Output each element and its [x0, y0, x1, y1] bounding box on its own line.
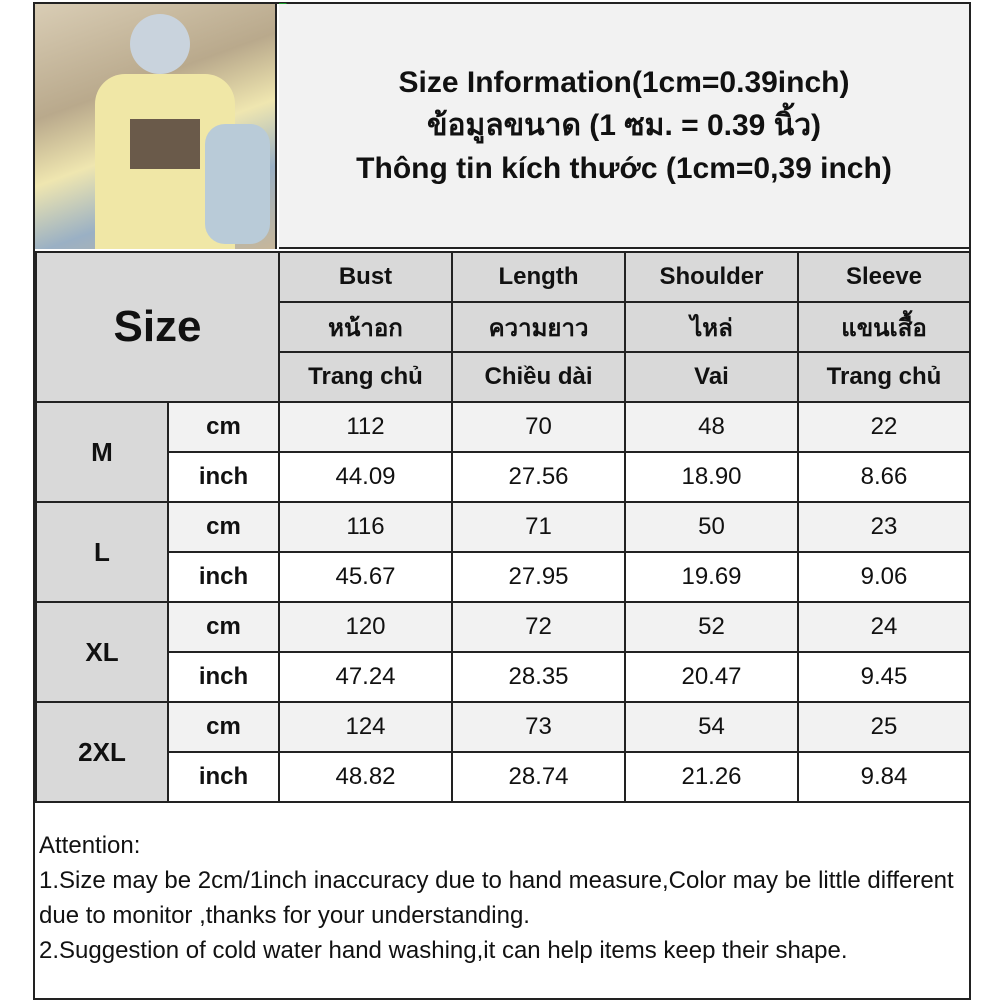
table-row-inch: inch 47.24 28.35 20.47 9.45: [36, 651, 971, 703]
note-2: 2.Suggestion of cold water hand washing,…: [39, 937, 848, 964]
measurement-cell: 22: [797, 401, 971, 453]
unit-label: inch: [167, 451, 280, 503]
unit-label: cm: [167, 501, 280, 553]
attention-notes: Attention: 1.Size may be 2cm/1inch inacc…: [35, 826, 969, 998]
measurement-cell: 19.69: [624, 551, 799, 603]
size-label: XL: [35, 601, 169, 703]
measurement-cell: 54: [624, 701, 799, 753]
size-label: 2XL: [35, 701, 169, 803]
measurement-cell: 112: [278, 401, 453, 453]
col-header-en: Bust: [278, 251, 453, 303]
measurement-cell: 116: [278, 501, 453, 553]
unit-label: inch: [167, 651, 280, 703]
col-header-th: ความยาว: [451, 301, 626, 353]
unit-label: inch: [167, 751, 280, 803]
col-header-en: Shoulder: [624, 251, 799, 303]
table-row-inch: inch 48.82 28.74 21.26 9.84: [36, 751, 971, 803]
size-header: Size: [35, 251, 280, 403]
measurement-cell: 9.45: [797, 651, 971, 703]
measurement-cell: 20.47: [624, 651, 799, 703]
size-chart-frame: [33, 2, 971, 1000]
measurement-cell: 45.67: [278, 551, 453, 603]
measurement-cell: 71: [451, 501, 626, 553]
measurement-cell: 21.26: [624, 751, 799, 803]
measurement-cell: 72: [451, 601, 626, 653]
measurement-cell: 9.84: [797, 751, 971, 803]
size-table: Size Bust Length Shoulder Sleeve หน้าอก …: [35, 251, 971, 803]
table-row-inch: inch 45.67 27.95 19.69 9.06: [36, 551, 971, 603]
title-english: Size Information(1cm=0.39inch): [398, 66, 850, 99]
col-header-th: หน้าอก: [278, 301, 453, 353]
unit-label: cm: [167, 701, 280, 753]
measurement-cell: 24: [797, 601, 971, 653]
measurement-cell: 9.06: [797, 551, 971, 603]
measurement-cell: 50: [624, 501, 799, 553]
size-label: L: [35, 501, 169, 603]
unit-label: cm: [167, 601, 280, 653]
table-row-inch: inch 44.09 27.56 18.90 8.66: [36, 451, 971, 503]
measurement-cell: 48.82: [278, 751, 453, 803]
note-1: 1.Size may be 2cm/1inch inaccuracy due t…: [39, 867, 954, 929]
measurement-cell: 47.24: [278, 651, 453, 703]
col-header-vi: Trang chủ: [278, 351, 453, 403]
measurement-cell: 25: [797, 701, 971, 753]
col-header-vi: Trang chủ: [797, 351, 971, 403]
title-thai: ข้อมูลขนาด (1 ซม. = 0.39 นิ้ว): [426, 109, 822, 142]
measurement-cell: 48: [624, 401, 799, 453]
size-label: M: [35, 401, 169, 503]
measurement-cell: 52: [624, 601, 799, 653]
table-row-cm: XL cm 120 72 52 24: [35, 601, 971, 703]
measurement-cell: 44.09: [278, 451, 453, 503]
col-header-en: Length: [451, 251, 626, 303]
col-header-vi: Chiều dài: [451, 351, 626, 403]
measurement-cell: 27.95: [451, 551, 626, 603]
col-header-th: ไหล่: [624, 301, 799, 353]
measurement-cell: 28.35: [451, 651, 626, 703]
measurement-cell: 124: [278, 701, 453, 753]
unit-label: inch: [167, 551, 280, 603]
measurement-cell: 23: [797, 501, 971, 553]
col-header-en: Sleeve: [797, 251, 971, 303]
unit-label: cm: [167, 401, 280, 453]
col-header-th: แขนเสื้อ: [797, 301, 971, 353]
measurement-cell: 18.90: [624, 451, 799, 503]
measurement-cell: 28.74: [451, 751, 626, 803]
table-row-cm: 2XL cm 124 73 54 25: [35, 701, 971, 803]
measurement-cell: 73: [451, 701, 626, 753]
notes-heading: Attention:: [39, 832, 141, 859]
measurement-cell: 27.56: [451, 451, 626, 503]
measurement-cell: 8.66: [797, 451, 971, 503]
measurement-cell: 70: [451, 401, 626, 453]
size-info-title: Size Information(1cm=0.39inch) ข้อมูลขนา…: [279, 4, 969, 249]
col-header-vi: Vai: [624, 351, 799, 403]
title-vietnamese: Thông tin kích thước (1cm=0,39 inch): [356, 152, 892, 185]
product-photo: [35, 4, 277, 249]
measurement-cell: 120: [278, 601, 453, 653]
